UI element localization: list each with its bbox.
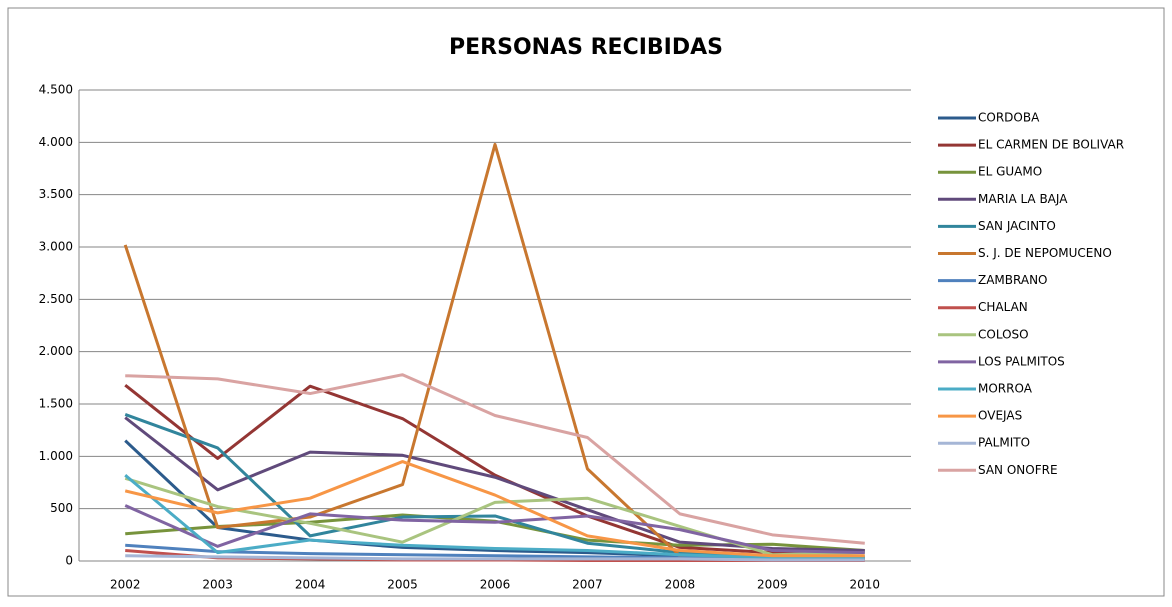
x-tick-label: 2003 [202, 578, 233, 592]
legend-label: SAN ONOFRE [978, 463, 1058, 477]
chart-title: PERSONAS RECIBIDAS [449, 35, 723, 60]
x-tick-label: 2005 [387, 578, 418, 592]
x-tick-label: 2009 [757, 578, 788, 592]
x-tick-label: 2002 [110, 578, 141, 592]
y-tick-label: 4.500 [39, 83, 73, 97]
legend-label: EL CARMEN DE BOLIVAR [978, 138, 1124, 152]
x-tick-label: 2006 [480, 578, 511, 592]
series-line [125, 554, 865, 562]
series-line [124, 460, 865, 558]
legend-label: COLOSO [978, 327, 1029, 341]
series-line [124, 474, 865, 560]
legend-label: LOS PALMITOS [978, 354, 1065, 368]
y-tick-label: 4.000 [39, 135, 73, 149]
legend-label: CORDOBA [978, 111, 1040, 125]
legend-label: CHALAN [978, 300, 1028, 314]
series-line [124, 476, 865, 557]
legend-label: MORROA [978, 382, 1033, 396]
y-tick-label: 1.000 [39, 449, 73, 463]
x-tick-label: 2007 [572, 578, 603, 592]
legend-label: EL GUAMO [978, 165, 1042, 179]
y-tick-label: 1.500 [39, 397, 73, 411]
y-tick-label: 3.000 [39, 240, 73, 254]
legend-label: SAN JACINTO [978, 219, 1056, 233]
legend-label: S. J. DE NEPOMUCENO [978, 246, 1112, 260]
legend-label: MARIA LA BAJA [978, 192, 1068, 206]
legend-label: PALMITO [978, 436, 1030, 450]
x-tick-label: 2008 [665, 578, 696, 592]
series-line [124, 383, 865, 555]
x-tick-label: 2004 [295, 578, 326, 592]
y-tick-label: 0 [65, 554, 73, 568]
legend-label: OVEJAS [978, 409, 1022, 423]
y-tick-label: 3.500 [39, 187, 73, 201]
y-tick-label: 2.500 [39, 292, 73, 306]
series-line [125, 373, 865, 545]
x-tick-label: 2010 [850, 578, 881, 592]
y-tick-label: 500 [50, 501, 73, 515]
legend-label: ZAMBRANO [978, 273, 1048, 287]
y-tick-label: 2.000 [39, 344, 73, 358]
series-line [124, 504, 865, 555]
